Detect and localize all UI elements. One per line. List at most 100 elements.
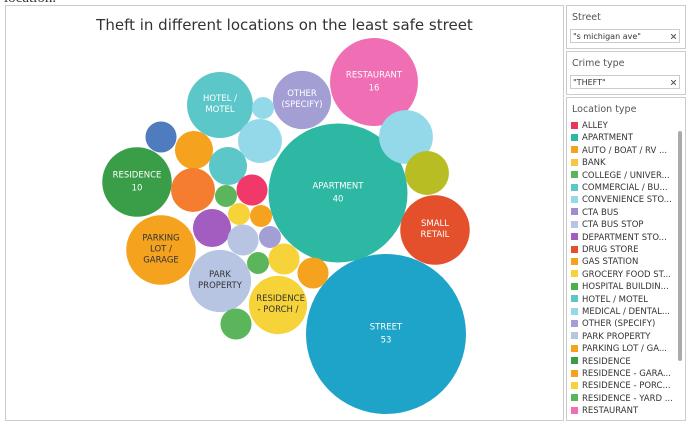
legend-item[interactable]: PARK PROPERTY xyxy=(571,331,650,343)
legend-swatch xyxy=(571,121,578,129)
legend-swatch xyxy=(571,245,578,253)
legend-swatch xyxy=(571,406,578,414)
bubble xyxy=(215,185,237,207)
bubble xyxy=(259,226,281,248)
legend-item[interactable]: GROCERY FOOD ST... xyxy=(571,269,671,281)
legend-swatch xyxy=(571,233,578,241)
bubble xyxy=(268,243,300,275)
clear-icon[interactable] xyxy=(671,80,676,85)
legend-item[interactable]: COMMERCIAL / BU... xyxy=(571,182,668,194)
bubble xyxy=(248,275,308,335)
legend-swatch xyxy=(571,282,578,290)
legend-item[interactable]: CONVENIENCE STO... xyxy=(571,194,672,206)
legend-item[interactable]: HOSPITAL BUILDIN... xyxy=(571,281,669,293)
legend-swatch xyxy=(571,307,578,315)
legend-item[interactable]: CTA BUS STOP xyxy=(571,219,644,231)
legend-item[interactable]: CTA BUS xyxy=(571,207,618,219)
legend-item[interactable]: HOTEL / MOTEL xyxy=(571,294,648,306)
legend-label: GROCERY FOOD ST... xyxy=(582,269,671,280)
bubble xyxy=(250,205,272,227)
filter-input[interactable]: "THEFT" xyxy=(570,75,680,89)
bubble xyxy=(238,119,282,163)
bubble xyxy=(379,110,433,164)
bubble-label: RESIDENCE xyxy=(112,170,162,181)
legend-item[interactable]: ALLEY xyxy=(571,120,608,132)
bubble xyxy=(174,130,214,170)
legend-label: COMMERCIAL / BU... xyxy=(582,183,668,193)
bubble-label: APARTMENT xyxy=(312,181,364,192)
legend-label: RESIDENCE - GARA... xyxy=(582,369,671,379)
value-label: 16 xyxy=(368,83,380,94)
bubble xyxy=(228,203,250,225)
legend-swatch xyxy=(571,369,578,377)
legend-label: HOTEL / MOTEL xyxy=(582,294,648,305)
legend-label: CTA BUS STOP xyxy=(582,220,644,231)
legend-swatch xyxy=(571,146,578,154)
legend-swatch xyxy=(571,158,578,166)
legend-swatch xyxy=(571,344,578,352)
bubble-label: STREET xyxy=(369,322,403,333)
legend-item[interactable]: GAS STATION xyxy=(571,256,638,268)
filter-panel: Crime type "THEFT" xyxy=(566,51,686,95)
legend-label: DRUG STORE xyxy=(582,245,639,255)
legend-item[interactable]: OTHER (SPECIFY) xyxy=(571,318,655,330)
legend-label: RESIDENCE xyxy=(582,356,631,367)
legend-label: APARTMENT xyxy=(582,133,633,144)
legend-item[interactable]: RESIDENCE - GARA... xyxy=(571,368,671,380)
bubble-label: RESTAURANT xyxy=(345,70,403,81)
bubble xyxy=(252,97,274,119)
legend-label: OTHER (SPECIFY) xyxy=(582,319,656,330)
bubble xyxy=(188,249,252,313)
bubble-label: OTHER (SPECIFY) xyxy=(281,89,323,110)
legend-item[interactable]: DEPARTMENT STO... xyxy=(571,232,667,244)
legend-swatch xyxy=(571,133,578,141)
legend-swatch xyxy=(571,183,578,191)
legend-item[interactable]: APARTMENT xyxy=(571,132,633,144)
value-label: 53 xyxy=(380,335,392,346)
value-label: 40 xyxy=(332,194,344,205)
legend-label: HOSPITAL BUILDIN... xyxy=(582,282,669,293)
bubble-area xyxy=(102,38,470,414)
legend-label: MEDICAL / DENTAL... xyxy=(582,307,670,317)
legend-label: AUTO / BOAT / RV ... xyxy=(582,145,668,156)
legend-item[interactable]: RESIDENCE - PORC... xyxy=(571,380,671,392)
bubble xyxy=(247,252,269,274)
legend-title: Location type xyxy=(572,104,637,115)
bubble xyxy=(297,257,329,289)
clear-icon[interactable] xyxy=(671,34,676,39)
legend-item[interactable]: PARKING LOT / GA... xyxy=(571,343,667,355)
bubble xyxy=(405,151,449,195)
scrollbar[interactable] xyxy=(678,131,682,361)
legend-label: CONVENIENCE STO... xyxy=(582,195,672,206)
legend-item[interactable]: RESIDENCE xyxy=(571,356,631,368)
filter-panel: Street "s michigan ave" xyxy=(566,5,686,49)
bubble xyxy=(145,121,177,153)
legend-swatch xyxy=(571,381,578,389)
bubble-label: HOTEL / MOTEL xyxy=(203,94,237,115)
legend-item[interactable]: RESIDENCE - YARD ... xyxy=(571,393,673,405)
legend-swatch xyxy=(571,357,578,365)
bubble xyxy=(236,174,268,206)
legend-swatch xyxy=(571,171,578,179)
legend-item[interactable]: MEDICAL / DENTAL... xyxy=(571,306,670,318)
legend-swatch xyxy=(571,319,578,327)
bubble xyxy=(220,308,252,340)
chart-title: Theft in different locations on the leas… xyxy=(96,16,473,34)
legend-item[interactable]: AUTO / BOAT / RV ... xyxy=(571,145,667,157)
bubble xyxy=(171,168,215,212)
bubble-label: RESIDENCE - PORCH / xyxy=(256,294,305,315)
legend-swatch xyxy=(571,295,578,303)
legend-swatch xyxy=(571,394,578,402)
legend-item[interactable]: COLLEGE / UNIVER... xyxy=(571,170,670,182)
filter-value: "s michigan ave" xyxy=(573,32,641,41)
filter-title: Street xyxy=(572,12,601,23)
legend-label: PARK PROPERTY xyxy=(582,331,651,342)
filter-value: "THEFT" xyxy=(573,78,606,87)
filter-input[interactable]: "s michigan ave" xyxy=(570,29,680,43)
bubble-label: PARK PROPERTY xyxy=(198,270,242,291)
legend-item[interactable]: BANK xyxy=(571,157,606,169)
bubble xyxy=(400,195,470,265)
legend-label: RESTAURANT xyxy=(582,406,639,417)
legend-item[interactable]: RESTAURANT xyxy=(571,405,638,417)
legend-item[interactable]: DRUG STORE xyxy=(571,244,639,256)
